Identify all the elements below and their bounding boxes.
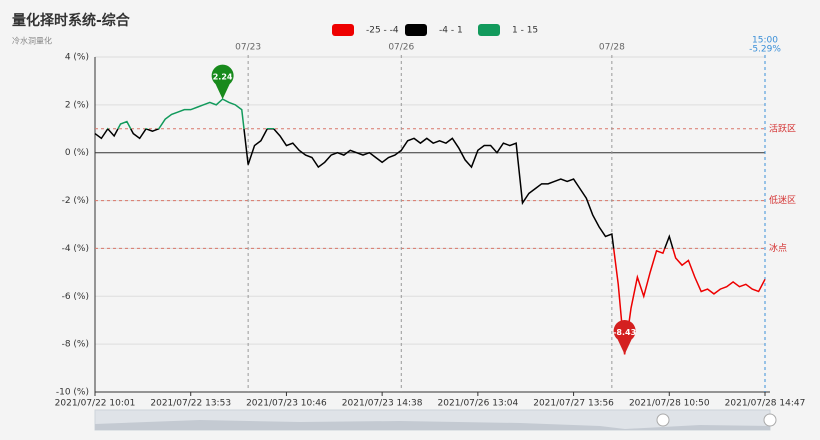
- x-tick-label: 2021/07/23 14:38: [342, 399, 423, 409]
- end-value: -5.29%: [749, 45, 781, 55]
- zoom-handle[interactable]: [763, 413, 777, 427]
- date-label: 07/26: [388, 43, 414, 53]
- x-tick-label: 2021/07/22 10:01: [55, 399, 136, 409]
- x-tick-label: 2021/07/23 10:46: [246, 399, 327, 409]
- date-label: 07/28: [599, 43, 625, 53]
- end-time: 15:00: [752, 36, 778, 46]
- y-tick-label: -4 (%): [62, 244, 89, 254]
- zoom-handle[interactable]: [656, 413, 670, 427]
- x-tick-label: 2021/07/28 10:50: [629, 399, 710, 409]
- mark-pin: [613, 319, 636, 355]
- legend-label: -4 - 1: [439, 26, 463, 36]
- data-zoom[interactable]: [94, 409, 777, 431]
- legend-label: 1 - 15: [512, 26, 538, 36]
- legend-swatch: [332, 24, 354, 36]
- mark-pin: [211, 64, 234, 100]
- legend-swatch: [478, 24, 500, 36]
- x-tick-label: 2021/07/28 14:47: [725, 399, 806, 409]
- date-label: 07/23: [235, 43, 261, 53]
- legend-swatch: [405, 24, 427, 36]
- x-tick-label: 2021/07/26 13:04: [438, 399, 519, 409]
- x-tick-label: 2021/07/27 13:56: [533, 399, 614, 409]
- y-tick-label: -2 (%): [62, 196, 89, 206]
- chart-title: 量化择时系统-综合: [12, 12, 131, 29]
- mark-line-label: 低迷区: [769, 194, 796, 206]
- chart-subtitle: 冷水洞量化: [12, 36, 52, 46]
- mark-pin-label: 2.24: [213, 73, 233, 82]
- mark-line-label: 活跃区: [769, 122, 796, 134]
- y-tick-label: 0 (%): [65, 148, 89, 158]
- mark-line-label: 冰点: [769, 242, 787, 254]
- y-tick-label: -10 (%): [56, 388, 89, 398]
- series-line: [94, 98, 766, 355]
- y-tick-label: -6 (%): [62, 292, 89, 302]
- y-tick-label: 4 (%): [65, 53, 89, 63]
- x-tick-label: 2021/07/22 13:53: [150, 399, 231, 409]
- zoom-shadow: [95, 420, 770, 430]
- mark-pin-label: -8.43: [613, 328, 636, 337]
- legend-label: -25 - -4: [366, 26, 399, 36]
- y-tick-label: 2 (%): [65, 100, 89, 110]
- y-tick-label: -8 (%): [62, 340, 89, 350]
